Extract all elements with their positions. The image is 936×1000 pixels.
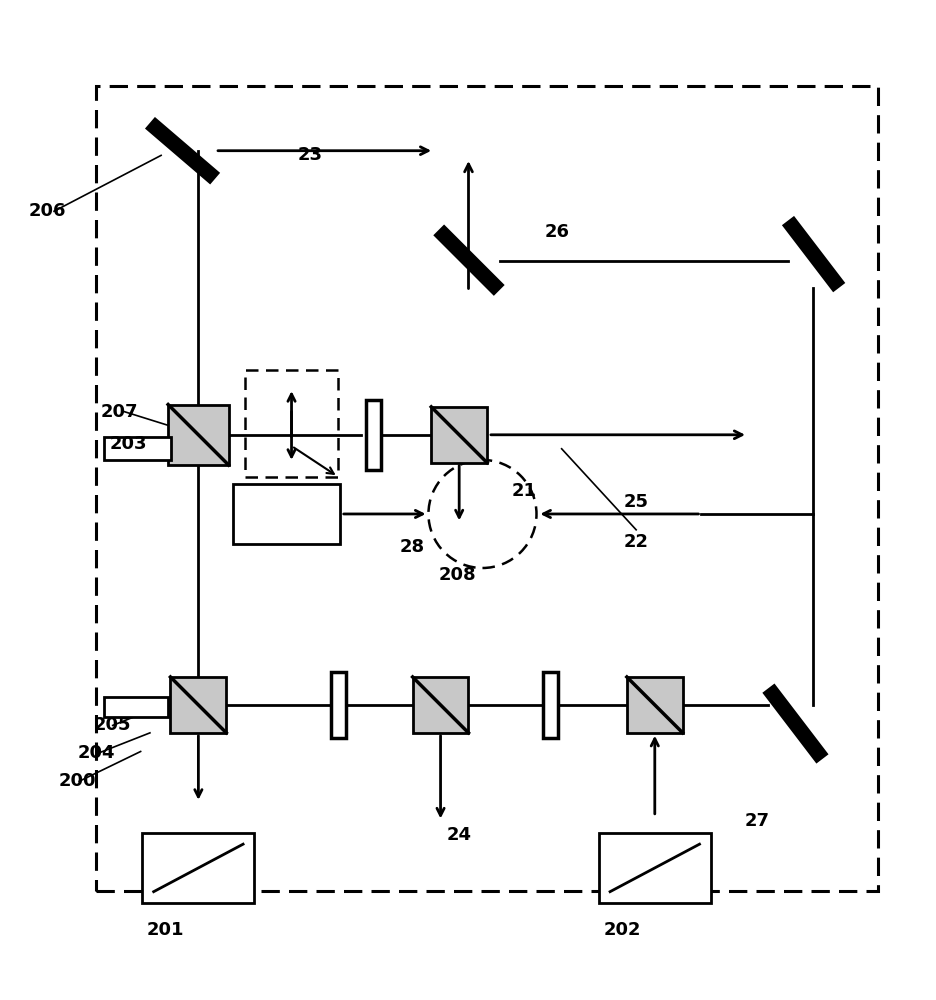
Text: 27: 27 (744, 812, 769, 830)
Bar (142, 833, 254, 903)
Bar (626, 677, 682, 733)
Text: 203: 203 (110, 435, 147, 453)
Bar (244, 370, 338, 477)
Text: 21: 21 (511, 482, 536, 500)
Bar (233, 484, 340, 544)
Bar (170, 677, 227, 733)
Bar (366, 400, 381, 470)
Text: 24: 24 (446, 826, 471, 844)
Bar (168, 405, 228, 465)
Text: 28: 28 (400, 538, 425, 556)
Bar (598, 833, 709, 903)
Text: 200: 200 (58, 772, 96, 790)
Bar (104, 697, 168, 717)
Bar (330, 672, 345, 738)
Text: 208: 208 (438, 566, 475, 584)
Text: 202: 202 (603, 921, 640, 939)
Text: 201: 201 (147, 921, 184, 939)
Text: 25: 25 (623, 493, 648, 511)
Bar (543, 672, 557, 738)
Bar (412, 677, 468, 733)
Text: 205: 205 (94, 716, 131, 734)
Text: 22: 22 (623, 533, 648, 551)
Text: 26: 26 (544, 223, 569, 241)
Text: 207: 207 (100, 403, 138, 421)
Text: 23: 23 (298, 146, 322, 164)
Text: 204: 204 (77, 744, 114, 762)
Bar (104, 437, 171, 460)
Text: 206: 206 (29, 202, 66, 220)
Bar (95, 86, 877, 891)
Bar (431, 407, 487, 463)
